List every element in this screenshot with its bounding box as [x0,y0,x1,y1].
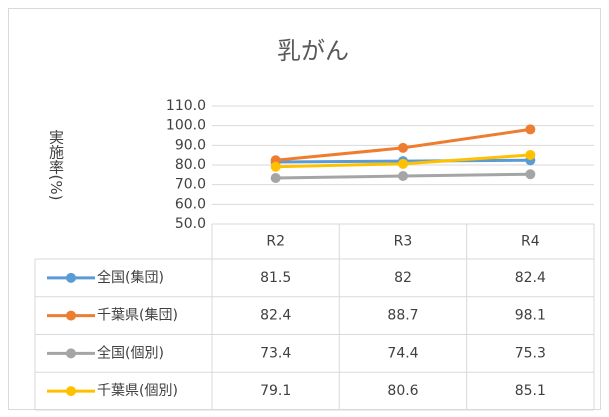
x-tick-label: R4 [521,234,540,250]
y-tick-label: 100.0 [166,118,206,134]
legend-marker [66,386,76,397]
y-tick-label: 70.0 [175,177,206,193]
point [398,158,408,169]
table-value: 82.4 [260,308,291,324]
table-value: 79.1 [260,383,291,399]
table-value: 82 [394,270,412,286]
table-value: 75.3 [515,345,546,361]
y-axis-label: 実施率(%) [47,130,65,201]
table-value: 82.4 [515,270,546,286]
y-tick-label: 90.0 [175,137,206,153]
y-tick-label: 60.0 [175,196,206,212]
table-value: 81.5 [260,270,291,286]
point [270,172,281,183]
table-value: 80.6 [387,383,418,399]
table-value: 98.1 [515,308,546,324]
y-tick-label: 50.0 [175,216,206,232]
legend-marker [66,272,76,283]
legend-label: 千葉県(個別) [97,383,178,399]
legend-label: 千葉県(集団) [97,307,178,324]
legend-label: 全国(集団) [97,269,164,286]
table-value: 74.4 [387,345,418,361]
x-tick-label: R3 [394,234,413,250]
table-value: 73.4 [260,345,291,361]
chart-border [8,8,601,410]
point [398,142,408,153]
point [525,169,536,180]
legend-marker [66,310,76,321]
legend-marker [66,348,76,359]
table-value: 85.1 [515,383,546,399]
chart-title: 乳がん [277,37,349,65]
point [525,149,536,160]
table-value: 88.7 [387,308,418,324]
x-tick-label: R2 [266,234,285,250]
legend-label: 全国(個別) [97,344,164,361]
y-tick-label: 80.0 [175,157,206,173]
point [398,171,408,182]
point [525,124,536,135]
y-tick-label: 110.0 [166,98,206,114]
point [270,161,281,172]
